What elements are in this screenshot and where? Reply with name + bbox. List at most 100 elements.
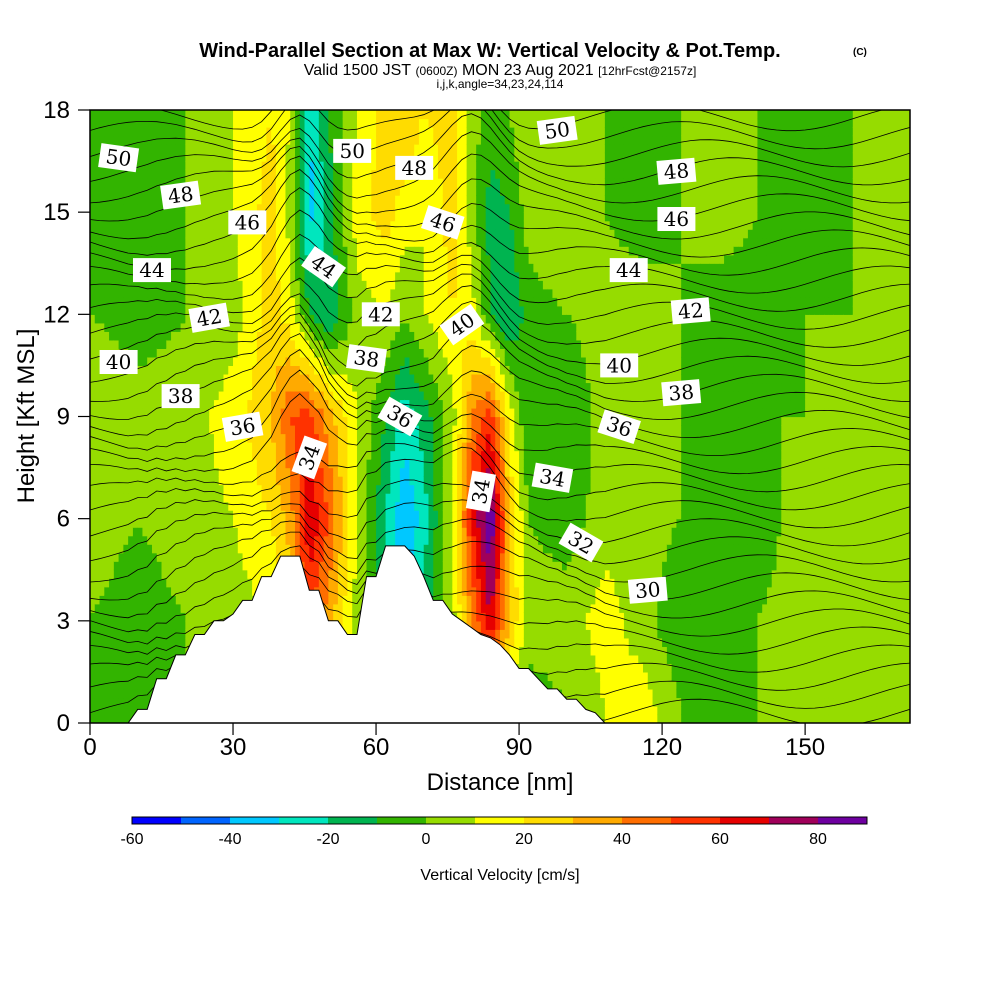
velocity-cell [190,493,196,503]
velocity-cell [404,203,411,213]
velocity-cell [142,169,148,179]
velocity-cell [285,152,291,162]
velocity-cell [190,459,196,469]
velocity-cell [299,552,306,562]
velocity-cell [104,110,110,120]
velocity-cell [185,603,191,613]
velocity-cell [128,416,134,426]
velocity-cell [104,535,110,545]
velocity-cell [371,178,377,188]
velocity-cell [361,127,368,137]
velocity-cell [399,390,406,401]
velocity-cell [194,603,201,613]
velocity-cell [166,127,172,137]
velocity-cell [256,339,263,349]
velocity-cell [132,433,139,443]
velocity-cell [142,178,148,188]
velocity-cell [342,178,349,188]
velocity-cell [290,450,296,460]
velocity-cell [318,212,325,222]
velocity-cell [385,339,391,349]
velocity-cell [180,493,186,503]
velocity-cell [113,322,120,332]
velocity-cell [385,212,391,222]
velocity-cell [414,493,420,503]
velocity-cell [361,254,368,264]
velocity-cell [409,246,415,256]
velocity-cell [256,467,263,477]
velocity-cell [137,459,144,469]
velocity-cell [247,561,253,571]
velocity-cell [109,237,115,247]
velocity-cell [333,178,339,188]
velocity-cell [137,305,144,315]
velocity-cell [185,629,191,639]
velocity-cell [204,263,210,273]
velocity-cell [347,118,353,128]
velocity-cell [333,229,339,239]
velocity-cell [223,220,229,230]
velocity-cell [314,305,320,315]
velocity-cell [342,118,349,128]
velocity-cell [175,254,182,264]
velocity-cell [151,620,158,630]
velocity-cell [409,365,415,375]
velocity-cell [390,382,396,392]
velocity-cell [290,382,296,392]
velocity-cell [366,212,372,222]
velocity-cell [347,254,353,264]
velocity-cell [90,416,96,426]
velocity-cell [180,229,186,239]
velocity-cell [156,561,163,571]
velocity-cell [266,152,272,162]
velocity-cell [256,203,263,213]
velocity-cell [147,552,153,562]
velocity-cell [361,433,368,443]
velocity-cell [128,331,134,341]
velocity-cell [161,561,167,571]
velocity-cell [333,501,339,511]
velocity-cell [123,663,129,673]
velocity-cell [314,569,320,579]
velocity-cell [337,603,344,613]
velocity-cell [304,246,310,256]
velocity-cell [109,407,115,418]
velocity-cell [414,552,420,562]
velocity-cell [295,416,301,426]
velocity-cell [290,237,296,247]
velocity-cell [113,578,120,588]
velocity-cell [299,433,306,443]
velocity-cell [347,459,353,469]
velocity-cell [275,203,282,213]
velocity-cell [99,314,105,324]
velocity-cell [180,169,186,179]
velocity-cell [132,501,139,511]
velocity-cell [237,135,244,145]
velocity-cell [104,450,110,460]
velocity-cell [104,186,110,196]
velocity-cell [123,629,129,639]
velocity-cell [90,714,96,723]
velocity-cell [304,510,310,520]
velocity-cell [123,280,129,290]
velocity-cell [175,603,182,613]
velocity-cell [295,305,301,315]
velocity-cell [247,356,253,367]
velocity-cell [285,518,291,528]
velocity-cell [371,246,377,256]
velocity-cell [175,288,182,298]
velocity-cell [109,646,115,656]
velocity-cell [352,373,358,384]
velocity-cell [185,407,191,418]
velocity-cell [137,501,144,511]
velocity-cell [104,714,110,723]
velocity-cell [156,603,163,613]
velocity-cell [156,195,163,205]
velocity-cell [204,586,210,596]
velocity-cell [237,450,244,460]
velocity-cell [390,237,396,247]
velocity-cell [237,280,244,290]
velocity-cell [385,433,391,443]
velocity-cell [304,152,310,162]
velocity-cell [347,510,353,520]
